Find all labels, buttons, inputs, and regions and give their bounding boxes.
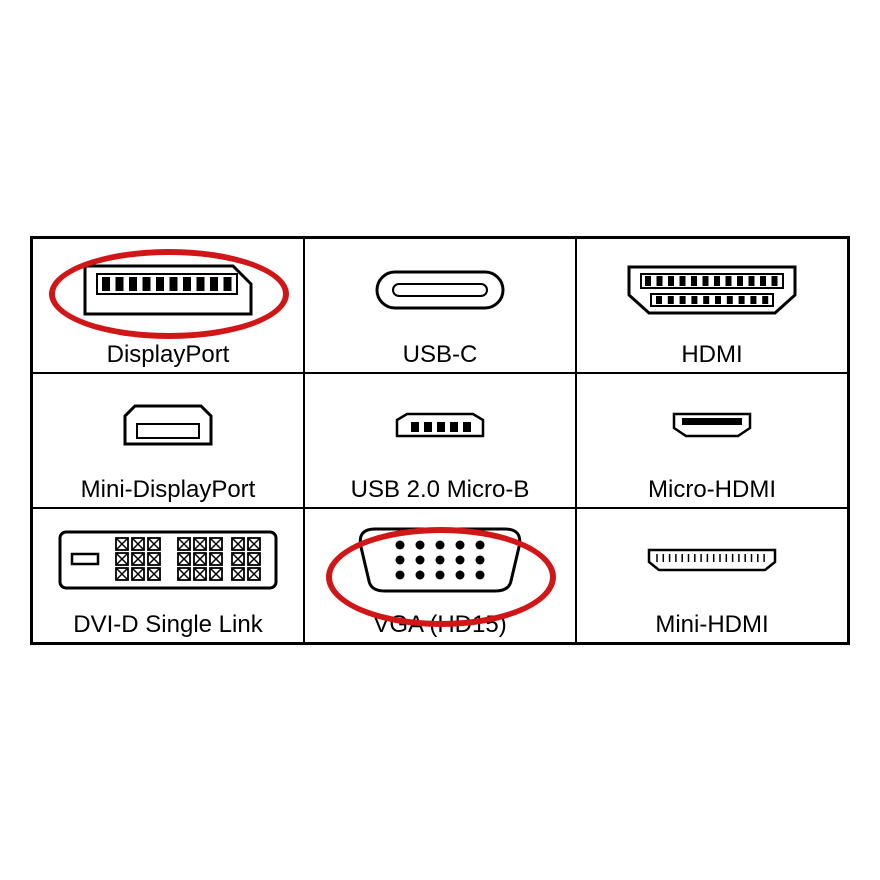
cell-hdmi: HDMI bbox=[576, 238, 848, 373]
vga-icon bbox=[305, 509, 575, 613]
usb-micro-b-icon bbox=[305, 374, 575, 478]
connector-grid: DisplayPort USB-C HDMI Mini-DisplayPort … bbox=[30, 236, 850, 645]
cell-micro-hdmi: Micro-HDMI bbox=[576, 373, 848, 508]
hdmi-icon bbox=[577, 239, 847, 343]
cell-displayport: DisplayPort bbox=[32, 238, 304, 373]
cell-usb-micro-b: USB 2.0 Micro-B bbox=[304, 373, 576, 508]
displayport-label: DisplayPort bbox=[107, 342, 230, 367]
usb-c-icon bbox=[305, 239, 575, 343]
micro-hdmi-label: Micro-HDMI bbox=[648, 477, 776, 502]
usb-micro-b-label: USB 2.0 Micro-B bbox=[351, 477, 530, 502]
micro-hdmi-icon bbox=[577, 374, 847, 478]
dvi-d-icon bbox=[33, 509, 303, 613]
cell-usb-c: USB-C bbox=[304, 238, 576, 373]
mini-hdmi-label: Mini-HDMI bbox=[655, 612, 768, 637]
cell-mini-displayport: Mini-DisplayPort bbox=[32, 373, 304, 508]
mini-hdmi-icon bbox=[577, 509, 847, 613]
mini-displayport-icon bbox=[33, 374, 303, 478]
cell-mini-hdmi: Mini-HDMI bbox=[576, 508, 848, 643]
dvi-d-label: DVI-D Single Link bbox=[73, 612, 262, 637]
mini-displayport-label: Mini-DisplayPort bbox=[81, 477, 256, 502]
vga-label: VGA (HD15) bbox=[373, 612, 506, 637]
displayport-icon bbox=[33, 239, 303, 343]
cell-dvi-d: DVI-D Single Link bbox=[32, 508, 304, 643]
hdmi-label: HDMI bbox=[681, 342, 742, 367]
usb-c-label: USB-C bbox=[403, 342, 478, 367]
cell-vga: VGA (HD15) bbox=[304, 508, 576, 643]
